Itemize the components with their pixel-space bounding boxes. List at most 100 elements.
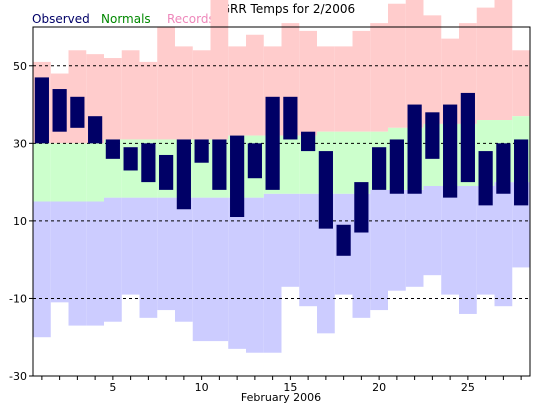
record-high-band-day-11 bbox=[210, 0, 229, 140]
x-tick-label-10: 10 bbox=[195, 381, 209, 394]
observed-bar-day-24 bbox=[443, 104, 458, 198]
observed-bar-day-15 bbox=[283, 96, 298, 140]
y-tick-label--10: -10 bbox=[9, 292, 27, 305]
record-low-band-day-20 bbox=[370, 189, 388, 311]
record-high-band-day-7 bbox=[139, 61, 158, 140]
record-low-band-day-3 bbox=[68, 201, 87, 326]
observed-bar-day-20 bbox=[372, 147, 387, 190]
record-low-band-day-27 bbox=[494, 182, 513, 307]
observed-bar-day-13 bbox=[247, 143, 262, 179]
record-high-band-day-8 bbox=[157, 27, 175, 140]
record-low-band-day-1 bbox=[33, 201, 51, 338]
observed-bar-day-25 bbox=[460, 92, 475, 183]
record-high-band-day-24 bbox=[441, 38, 459, 124]
observed-bar-day-14 bbox=[265, 96, 280, 190]
observed-bar-day-17 bbox=[318, 151, 333, 229]
observed-bar-day-21 bbox=[389, 139, 404, 194]
record-low-band-day-14 bbox=[263, 193, 282, 353]
record-high-band-day-5 bbox=[104, 58, 122, 140]
record-low-band-day-26 bbox=[476, 185, 495, 295]
normal-band-day-2 bbox=[50, 143, 69, 202]
normal-band-day-3 bbox=[68, 143, 87, 202]
record-low-band-day-25 bbox=[459, 185, 477, 314]
observed-bar-day-10 bbox=[194, 139, 209, 163]
record-low-band-day-5 bbox=[104, 197, 122, 322]
record-high-band-day-18 bbox=[334, 46, 353, 132]
normal-band-day-19 bbox=[352, 131, 371, 194]
x-tick-label-15: 15 bbox=[283, 381, 297, 394]
observed-bar-day-6 bbox=[123, 147, 138, 171]
record-high-band-day-6 bbox=[121, 50, 140, 140]
observed-bar-day-16 bbox=[301, 131, 316, 152]
observed-bar-day-3 bbox=[70, 96, 85, 128]
record-low-band-day-2 bbox=[50, 201, 69, 303]
normal-band-day-4 bbox=[86, 143, 104, 202]
x-tick-label-25: 25 bbox=[461, 381, 475, 394]
record-low-band-day-10 bbox=[192, 197, 211, 342]
normal-band-day-1 bbox=[33, 143, 51, 202]
observed-bar-day-26 bbox=[478, 151, 493, 206]
observed-bar-day-18 bbox=[336, 224, 351, 256]
axes: 50 30 10 -10 -30 5 10 15 20 25 bbox=[9, 26, 531, 394]
y-tick-label--30: -30 bbox=[9, 370, 27, 383]
record-low-band-day-23 bbox=[423, 185, 442, 276]
legend-observed: Observed bbox=[32, 12, 90, 26]
observed-bar-day-11 bbox=[212, 139, 227, 190]
record-high-band-day-28 bbox=[512, 50, 530, 117]
record-low-band-day-9 bbox=[175, 197, 193, 322]
legend-records: Records bbox=[167, 12, 215, 26]
record-low-band-day-22 bbox=[405, 189, 424, 287]
record-low-bands bbox=[33, 182, 530, 353]
observed-bar-day-22 bbox=[407, 104, 422, 194]
record-high-band-day-13 bbox=[246, 34, 264, 136]
record-high-band-day-19 bbox=[352, 30, 371, 132]
observed-bar-day-1 bbox=[34, 77, 49, 144]
record-high-band-day-10 bbox=[192, 50, 211, 140]
record-low-band-day-4 bbox=[86, 201, 104, 326]
observed-bar-day-19 bbox=[354, 182, 369, 233]
record-low-band-day-21 bbox=[388, 189, 406, 291]
record-low-band-day-15 bbox=[281, 193, 300, 287]
normal-band-day-15 bbox=[281, 135, 300, 194]
record-high-band-day-16 bbox=[299, 30, 317, 136]
plot-frame bbox=[32, 26, 531, 377]
record-low-band-day-11 bbox=[210, 197, 229, 342]
x-axis-label: February 2006 bbox=[241, 391, 321, 404]
record-low-band-day-12 bbox=[228, 197, 246, 349]
legend-normals: Normals bbox=[101, 12, 151, 26]
record-high-band-day-12 bbox=[228, 46, 246, 136]
observed-bars bbox=[34, 77, 529, 256]
record-high-band-day-27 bbox=[494, 0, 513, 121]
record-low-band-day-6 bbox=[121, 197, 140, 295]
observed-bar-day-23 bbox=[425, 112, 440, 159]
chart-title: KGRR Temps for 2/2006 bbox=[213, 2, 355, 16]
record-high-band-day-22 bbox=[405, 0, 424, 128]
observed-bar-day-4 bbox=[88, 116, 103, 144]
y-tick-label-30: 30 bbox=[13, 137, 27, 150]
record-low-band-day-24 bbox=[441, 185, 459, 295]
observed-bar-day-12 bbox=[230, 135, 245, 218]
normal-band-day-18 bbox=[334, 131, 353, 194]
x-tick-label-5: 5 bbox=[109, 381, 116, 394]
record-high-band-day-21 bbox=[388, 3, 406, 128]
record-low-band-day-16 bbox=[299, 193, 317, 307]
record-low-band-day-8 bbox=[157, 197, 175, 311]
observed-bar-day-7 bbox=[141, 143, 156, 183]
record-high-band-day-20 bbox=[370, 23, 388, 132]
observed-bar-day-9 bbox=[176, 139, 191, 210]
record-high-band-day-17 bbox=[317, 46, 335, 132]
observed-bar-day-8 bbox=[159, 154, 174, 190]
record-high-band-day-23 bbox=[423, 15, 442, 124]
record-high-band-day-26 bbox=[476, 7, 495, 121]
record-high-band-day-9 bbox=[175, 46, 193, 140]
y-tick-label-10: 10 bbox=[13, 215, 27, 228]
record-low-band-day-13 bbox=[246, 197, 264, 353]
y-tick-label-50: 50 bbox=[13, 60, 27, 73]
observed-bar-day-2 bbox=[52, 89, 67, 132]
observed-bar-day-27 bbox=[496, 143, 511, 194]
observed-bar-day-5 bbox=[105, 139, 120, 159]
x-tick-label-20: 20 bbox=[372, 381, 386, 394]
observed-bar-day-28 bbox=[514, 139, 529, 206]
record-low-band-day-7 bbox=[139, 197, 158, 318]
